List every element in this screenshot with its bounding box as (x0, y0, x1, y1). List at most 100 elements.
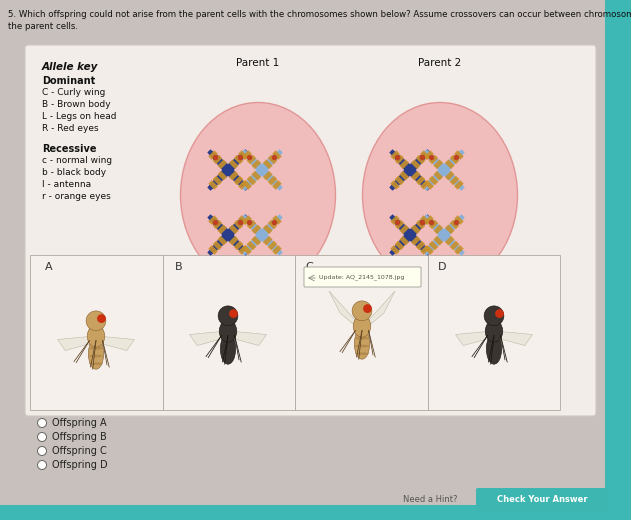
Polygon shape (399, 236, 409, 245)
Circle shape (247, 220, 252, 225)
Polygon shape (399, 160, 409, 169)
Text: B: B (175, 262, 182, 272)
Polygon shape (218, 171, 227, 180)
Bar (163, 255, 295, 410)
Polygon shape (272, 180, 281, 190)
Polygon shape (218, 160, 227, 169)
Polygon shape (399, 225, 409, 234)
Polygon shape (407, 167, 431, 191)
Polygon shape (208, 245, 218, 255)
Polygon shape (420, 150, 430, 160)
Polygon shape (423, 167, 447, 191)
Circle shape (395, 220, 400, 225)
Text: Recessive: Recessive (42, 144, 97, 154)
Ellipse shape (353, 315, 371, 337)
Text: D: D (438, 262, 447, 272)
Polygon shape (433, 225, 443, 234)
Polygon shape (225, 214, 249, 238)
Polygon shape (428, 176, 439, 185)
Polygon shape (394, 176, 404, 185)
Circle shape (454, 220, 459, 225)
Polygon shape (213, 154, 222, 164)
Polygon shape (233, 154, 244, 164)
Polygon shape (423, 232, 447, 256)
Text: Parent 1: Parent 1 (237, 58, 280, 68)
Circle shape (454, 155, 459, 160)
Circle shape (97, 314, 106, 323)
Polygon shape (241, 149, 265, 173)
Ellipse shape (87, 325, 105, 347)
Polygon shape (259, 214, 283, 238)
Bar (30, 255, 163, 410)
Polygon shape (407, 232, 431, 256)
Circle shape (257, 165, 268, 175)
Polygon shape (394, 154, 404, 164)
Circle shape (420, 220, 425, 225)
Polygon shape (247, 241, 256, 250)
Polygon shape (433, 171, 443, 180)
Ellipse shape (219, 320, 237, 342)
Text: 5. Which offspring could not arise from the parent cells with the chromosomes sh: 5. Which offspring could not arise from … (8, 10, 631, 19)
Circle shape (420, 155, 425, 160)
Polygon shape (496, 331, 533, 345)
Polygon shape (441, 232, 464, 256)
Ellipse shape (220, 333, 236, 364)
Polygon shape (263, 236, 273, 245)
FancyBboxPatch shape (25, 45, 596, 416)
Circle shape (395, 155, 400, 160)
Polygon shape (411, 236, 420, 245)
Ellipse shape (89, 347, 103, 349)
Polygon shape (424, 180, 434, 190)
Ellipse shape (88, 339, 103, 369)
Polygon shape (259, 149, 283, 173)
Polygon shape (364, 291, 395, 330)
Polygon shape (208, 149, 231, 173)
Polygon shape (420, 215, 430, 225)
Circle shape (229, 309, 238, 318)
Text: c - normal wing: c - normal wing (42, 156, 112, 165)
Polygon shape (445, 225, 454, 234)
Polygon shape (454, 215, 464, 225)
Polygon shape (238, 180, 248, 190)
Polygon shape (218, 236, 227, 245)
Circle shape (272, 155, 277, 160)
Text: Allele key: Allele key (42, 62, 98, 72)
Polygon shape (213, 176, 222, 185)
Polygon shape (329, 291, 360, 330)
Ellipse shape (180, 102, 336, 288)
Text: Parent 2: Parent 2 (418, 58, 462, 68)
Polygon shape (420, 245, 430, 255)
Polygon shape (445, 160, 454, 169)
FancyBboxPatch shape (304, 267, 421, 287)
Circle shape (439, 230, 449, 240)
Polygon shape (423, 149, 447, 173)
Polygon shape (450, 219, 459, 229)
Polygon shape (389, 167, 413, 191)
Polygon shape (213, 219, 222, 229)
Polygon shape (242, 245, 252, 255)
Text: B - Brown body: B - Brown body (42, 100, 110, 109)
Polygon shape (268, 219, 278, 229)
Polygon shape (268, 241, 278, 250)
Text: Offspring D: Offspring D (52, 460, 108, 470)
Text: l - antenna: l - antenna (42, 180, 91, 189)
Polygon shape (416, 241, 425, 250)
Circle shape (37, 461, 47, 470)
Polygon shape (272, 245, 281, 255)
Polygon shape (454, 245, 464, 255)
Text: L - Legs on head: L - Legs on head (42, 112, 117, 121)
Polygon shape (390, 215, 400, 225)
Polygon shape (423, 214, 447, 238)
Polygon shape (399, 171, 409, 180)
Circle shape (495, 309, 504, 318)
Text: Update: AQ_2145_1078.jpg: Update: AQ_2145_1078.jpg (319, 274, 404, 280)
Polygon shape (242, 150, 252, 160)
Ellipse shape (89, 355, 103, 357)
Polygon shape (407, 149, 431, 173)
Polygon shape (263, 225, 273, 234)
Polygon shape (242, 180, 252, 190)
Polygon shape (229, 160, 239, 169)
Polygon shape (238, 215, 248, 225)
Ellipse shape (354, 329, 370, 359)
Polygon shape (229, 236, 239, 245)
